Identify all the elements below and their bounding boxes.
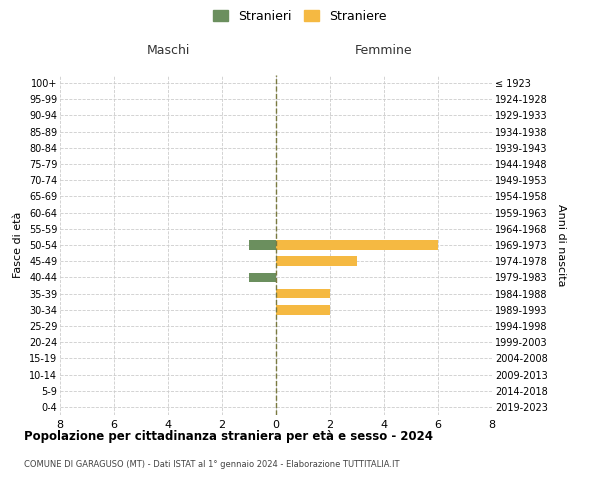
Bar — [249, 272, 276, 282]
Text: Maschi: Maschi — [146, 44, 190, 58]
Y-axis label: Fasce di età: Fasce di età — [13, 212, 23, 278]
Bar — [276, 288, 330, 298]
Bar — [276, 305, 330, 314]
Text: Femmine: Femmine — [355, 44, 413, 58]
Bar — [249, 240, 276, 250]
Bar — [276, 256, 357, 266]
Text: COMUNE DI GARAGUSO (MT) - Dati ISTAT al 1° gennaio 2024 - Elaborazione TUTTITALI: COMUNE DI GARAGUSO (MT) - Dati ISTAT al … — [24, 460, 400, 469]
Bar — [276, 240, 438, 250]
Y-axis label: Anni di nascita: Anni di nascita — [556, 204, 566, 286]
Legend: Stranieri, Straniere: Stranieri, Straniere — [209, 6, 391, 26]
Text: Popolazione per cittadinanza straniera per età e sesso - 2024: Popolazione per cittadinanza straniera p… — [24, 430, 433, 443]
